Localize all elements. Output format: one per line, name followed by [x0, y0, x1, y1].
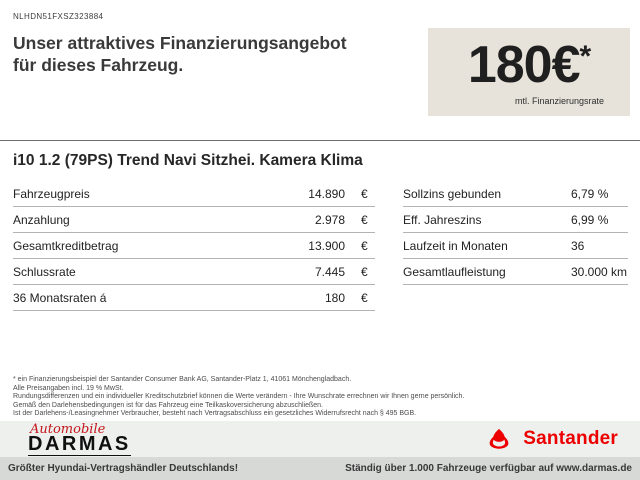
footnote-line: * ein Finanzierungsbeispiel der Santande… — [13, 376, 352, 383]
row-label: Anzahlung — [13, 213, 70, 227]
bottom-bar-right-text: Ständig über 1.000 Fahrzeuge verfügbar a… — [345, 463, 632, 474]
rate-asterisk: * — [579, 39, 592, 73]
table-row: 36 Monatsraten á 180 € — [13, 285, 375, 311]
row-unit: € — [361, 213, 368, 227]
rate-amount: 180€ — [467, 35, 581, 94]
footnote-line: Rundungsdifferenzen und ein individuelle… — [13, 393, 465, 401]
header-divider — [0, 140, 640, 141]
table-row: Laufzeit in Monaten 36 — [403, 233, 628, 259]
row-label: Gesamtkreditbetrag — [13, 239, 119, 253]
table-row: Gesamtlaufleistung 30.000 km — [403, 259, 628, 285]
row-label: 36 Monatsraten á — [13, 291, 107, 305]
row-value: 14.890 — [308, 187, 345, 201]
row-unit: € — [361, 265, 368, 279]
row-label: Fahrzeugpreis — [13, 187, 90, 201]
row-value: 7.445 — [314, 265, 345, 279]
row-value: 36 — [571, 239, 585, 253]
row-unit: € — [361, 187, 368, 201]
monthly-rate-value: 180€* — [467, 35, 592, 94]
bottom-bar-left-text: Größter Hyundai-Vertragshändler Deutschl… — [8, 463, 239, 474]
row-unit: € — [361, 239, 368, 253]
footnote-line: Ist der Darlehens-/Leasingnehmer Verbrau… — [13, 410, 417, 418]
santander-flame-icon — [489, 428, 509, 449]
row-value: 180 — [324, 291, 345, 305]
logo-band: Automobile DARMAS Santander — [0, 421, 640, 457]
finance-table-right: Sollzins gebunden 6,79 % Eff. Jahreszins… — [403, 181, 628, 311]
row-value: 6,99 % — [571, 213, 609, 227]
bottom-bar: Größter Hyundai-Vertragshändler Deutschl… — [0, 457, 640, 480]
monthly-rate-box: 180€* mtl. Finanzierungsrate — [428, 28, 630, 116]
legal-footnotes: * ein Finanzierungsbeispiel der Santande… — [13, 376, 630, 419]
row-value: 6,79 % — [571, 187, 609, 201]
finance-table-left: Fahrzeugpreis 14.890 € Anzahlung 2.978 €… — [13, 181, 375, 311]
offer-headline-line1: Unser attraktives Finanzierungsangebot — [13, 33, 347, 53]
monthly-rate-label: mtl. Finanzierungsrate — [514, 95, 604, 106]
table-row: Gesamtkreditbetrag 13.900 € — [13, 233, 375, 259]
vehicle-title: i10 1.2 (79PS) Trend Navi Sitzhei. Kamer… — [13, 152, 363, 169]
row-value: 30.000 km — [571, 265, 628, 279]
row-label: Eff. Jahreszins — [403, 213, 482, 227]
santander-logo: Santander — [481, 428, 618, 450]
offer-headline-line2: für dieses Fahrzeug. — [13, 55, 184, 76]
offer-headline: Unser attraktives Finanzierungsangebot f… — [13, 32, 413, 77]
santander-logo-name: Santander — [523, 428, 618, 449]
table-row: Fahrzeugpreis 14.890 € — [13, 181, 375, 207]
table-row: Eff. Jahreszins 6,99 % — [403, 207, 628, 233]
table-row: Schlussrate 7.445 € — [13, 259, 375, 285]
vin-number: NLHDN51FXSZ323884 — [13, 12, 104, 21]
row-value: 13.900 — [308, 239, 345, 253]
table-row: Anzahlung 2.978 € — [13, 207, 375, 233]
row-unit: € — [361, 291, 368, 305]
darmas-logo-script: Automobile — [30, 421, 106, 437]
finance-tables: Fahrzeugpreis 14.890 € Anzahlung 2.978 €… — [13, 181, 628, 311]
row-label: Schlussrate — [13, 265, 76, 279]
row-label: Gesamtlaufleistung — [403, 265, 506, 279]
footnote-line: Alle Preisangaben incl. 19 % MwSt. — [13, 384, 124, 392]
row-label: Laufzeit in Monaten — [403, 239, 508, 253]
row-value: 2.978 — [314, 213, 345, 227]
table-row: Sollzins gebunden 6,79 % — [403, 181, 628, 207]
row-label: Sollzins gebunden — [403, 187, 502, 201]
footnote-line: Gemäß den Darlehensbedingungen ist für d… — [13, 401, 323, 409]
darmas-logo: Automobile DARMAS — [28, 423, 131, 456]
darmas-logo-name: DARMAS — [28, 432, 131, 456]
